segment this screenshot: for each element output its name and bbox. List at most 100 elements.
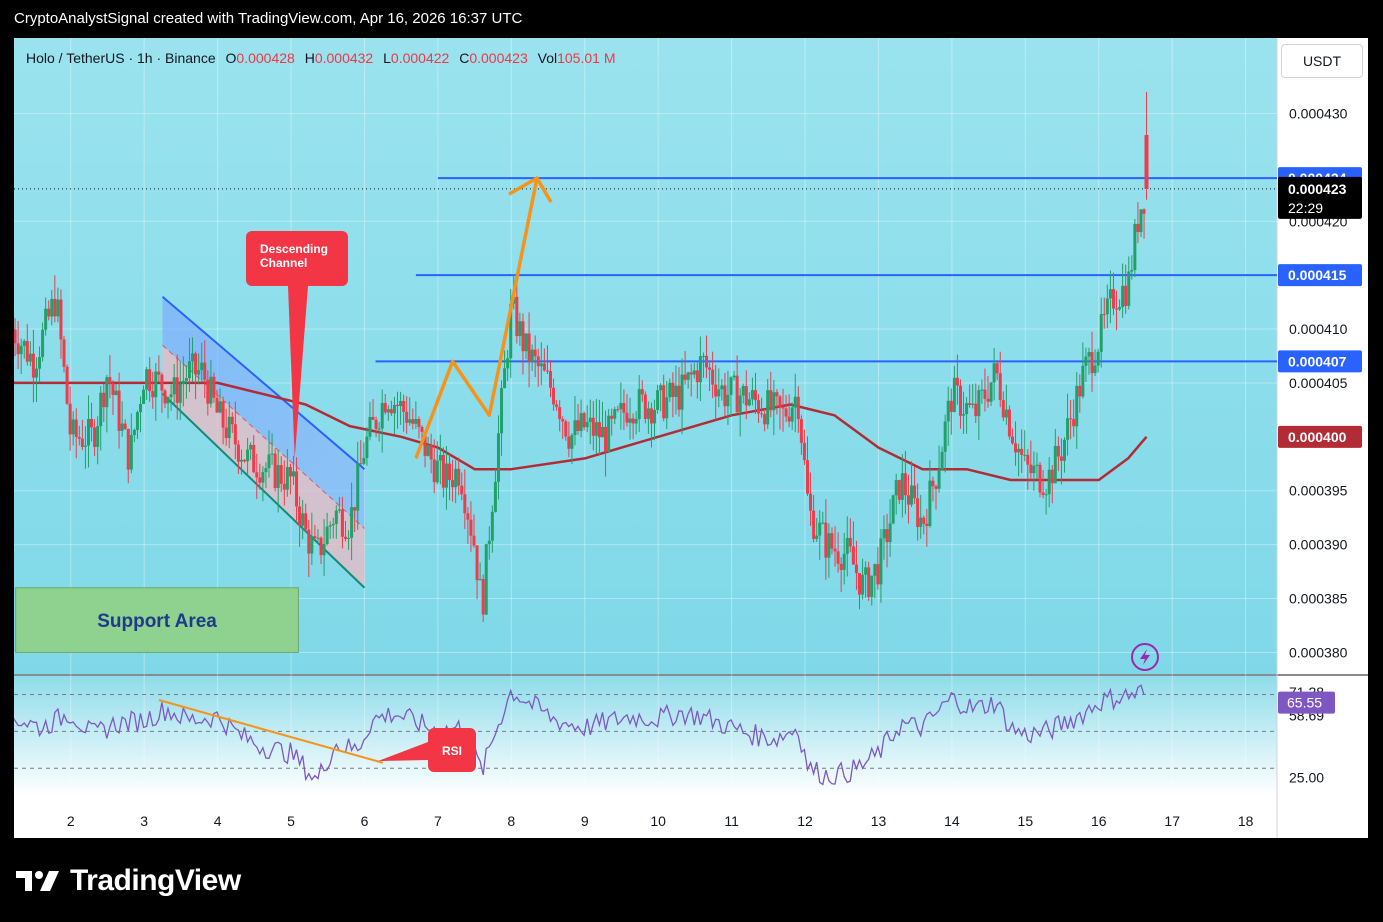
candle-body xyxy=(99,392,103,427)
candle-body xyxy=(521,321,525,352)
candle-body xyxy=(102,392,106,408)
low-value: 0.000422 xyxy=(390,50,450,66)
candle-body xyxy=(420,426,424,432)
candle-body xyxy=(184,378,188,381)
candle-body xyxy=(493,481,497,512)
candle-body xyxy=(1142,209,1146,214)
candle-body xyxy=(937,469,941,489)
candle-body xyxy=(977,390,981,417)
candle-body xyxy=(448,463,452,481)
candle-body xyxy=(986,398,990,402)
candle-body xyxy=(931,480,935,487)
candle-body xyxy=(93,427,97,447)
candle-body xyxy=(432,459,436,483)
candle-body xyxy=(1066,418,1070,440)
chart-frame[interactable]: Support Area Descending Channel RSI 2 3 4 5 6… xyxy=(14,38,1368,838)
candle-body xyxy=(285,467,289,490)
candle-body xyxy=(47,308,51,317)
x-tick-label: 4 xyxy=(214,813,222,829)
candle-body xyxy=(867,567,871,597)
candle-body xyxy=(900,473,904,500)
candle-body xyxy=(411,419,415,424)
candle-body xyxy=(469,519,473,536)
candle-body xyxy=(111,383,115,395)
candle-body xyxy=(191,353,195,362)
candle-body xyxy=(291,471,295,477)
candle-body xyxy=(227,416,231,439)
candle-body xyxy=(845,537,849,554)
candle-body xyxy=(1001,400,1005,418)
candle-body xyxy=(864,567,868,575)
candle-body xyxy=(1124,285,1128,306)
candle-body xyxy=(903,473,907,496)
x-tick-label: 9 xyxy=(581,813,589,829)
candle-body xyxy=(496,433,500,482)
candle-body xyxy=(325,526,329,545)
candle-body xyxy=(555,404,559,408)
candle-body xyxy=(1099,314,1103,352)
candle-body xyxy=(1105,298,1109,315)
candle-body xyxy=(974,403,978,417)
candle-body xyxy=(105,377,109,408)
candle-body xyxy=(726,394,730,407)
tradingview-logo-icon xyxy=(16,871,59,891)
x-tick-label: 8 xyxy=(507,813,515,829)
candle-body xyxy=(41,329,45,358)
candle-body xyxy=(735,375,739,413)
candle-body xyxy=(1059,456,1063,461)
candle-body xyxy=(821,522,825,524)
candle-body xyxy=(753,390,757,401)
candle-body xyxy=(1053,445,1057,484)
candle-body xyxy=(922,517,926,524)
candle-body xyxy=(96,426,100,447)
candle-body xyxy=(778,396,782,408)
descending-channel-label: Descending xyxy=(260,242,328,256)
candle-body xyxy=(123,423,127,430)
rsi-callout-label: RSI xyxy=(442,744,462,758)
candle-body xyxy=(386,409,390,413)
candle-body xyxy=(815,535,819,539)
candle-body xyxy=(246,449,250,462)
candle-body xyxy=(402,400,406,412)
candle-body xyxy=(812,510,816,539)
y-tick-label: 0.000430 xyxy=(1289,105,1348,121)
volume-label: Vol xyxy=(537,50,558,66)
candle-body xyxy=(340,509,344,537)
candle-body xyxy=(536,356,540,367)
candle-body xyxy=(747,399,751,406)
candle-body xyxy=(891,495,895,524)
candle-body xyxy=(295,471,299,507)
tradingview-logo: TradingView xyxy=(16,864,241,898)
candle-body xyxy=(365,436,369,459)
candle-body xyxy=(1075,385,1079,427)
candle-body xyxy=(270,453,274,455)
candle-body xyxy=(665,397,669,419)
candle-body xyxy=(564,421,568,437)
candle-body xyxy=(913,485,917,499)
currency-button[interactable]: USDT xyxy=(1281,44,1363,78)
candle-body xyxy=(56,299,60,317)
candle-body xyxy=(14,329,17,344)
candle-body xyxy=(1121,285,1125,308)
rsi-pane-background xyxy=(14,676,1277,796)
close-value: 0.000423 xyxy=(469,50,528,66)
open-value: 0.000428 xyxy=(236,50,295,66)
candle-body xyxy=(646,408,650,419)
candle-body xyxy=(233,424,237,445)
candle-body xyxy=(524,333,528,352)
candle-body xyxy=(347,537,351,539)
candle-body xyxy=(955,377,959,386)
descending-channel-label: Channel xyxy=(260,256,307,270)
candle-body xyxy=(952,377,956,412)
candle-body xyxy=(919,517,923,527)
candle-body xyxy=(22,341,26,346)
candle-body xyxy=(239,459,243,462)
candle-body xyxy=(588,417,592,423)
candle-body xyxy=(873,564,877,576)
candle-body xyxy=(172,377,176,395)
descending-channel-callout xyxy=(246,231,348,286)
candle-body xyxy=(38,357,42,369)
candle-body xyxy=(839,563,843,570)
candle-body xyxy=(1118,307,1122,310)
